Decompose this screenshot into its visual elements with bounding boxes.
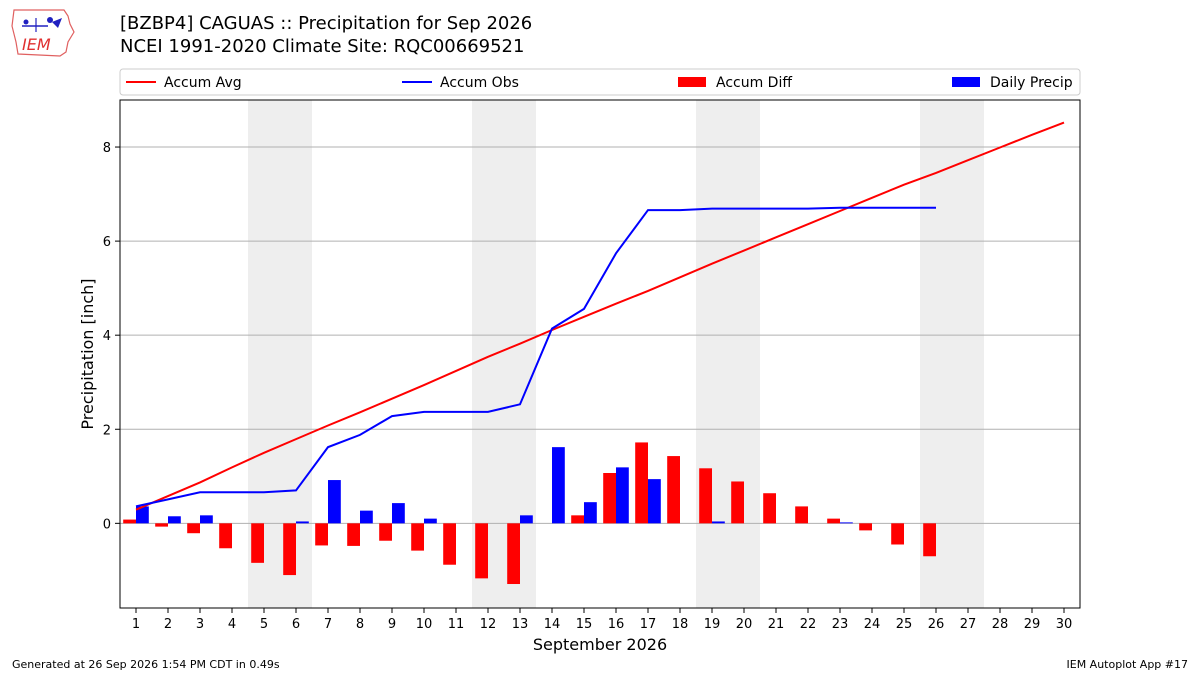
daily-precip-bar (168, 516, 181, 524)
accum-diff-bar (443, 523, 456, 565)
daily-precip-bar (712, 521, 725, 524)
x-tick-label: 14 (544, 617, 561, 632)
daily-precip-bar (616, 467, 629, 524)
daily-precip-bar (296, 521, 309, 524)
legend-swatch-4 (952, 77, 980, 87)
x-tick-label: 7 (324, 617, 332, 632)
x-tick-label: 10 (416, 617, 433, 632)
daily-precip-bar (584, 502, 597, 524)
y-tick-label: 6 (103, 235, 111, 250)
x-tick-label: 1 (132, 617, 140, 632)
x-tick-label: 19 (704, 617, 721, 632)
accum-diff-bar (603, 473, 616, 524)
y-tick-label: 4 (103, 329, 111, 344)
x-tick-label: 27 (960, 617, 977, 632)
x-tick-label: 29 (1024, 617, 1041, 632)
x-tick-label: 11 (448, 617, 465, 632)
x-tick-label: 18 (672, 617, 689, 632)
x-tick-label: 6 (292, 617, 300, 632)
accum-avg-line (135, 121, 1065, 511)
accum-diff-bar (379, 523, 392, 541)
generated-timestamp: Generated at 26 Sep 2026 1:54 PM CDT in … (12, 658, 280, 671)
accum-diff-bar (155, 523, 168, 527)
accum-obs-line (135, 206, 936, 508)
accum-diff-bar (827, 518, 840, 524)
x-tick-label: 3 (196, 617, 204, 632)
x-tick-label: 28 (992, 617, 1009, 632)
x-tick-label: 13 (512, 617, 529, 632)
daily-precip-bar (552, 447, 565, 524)
plot-frame (119, 99, 1081, 609)
accum-diff-bar (315, 523, 328, 546)
y-tick-label: 0 (103, 517, 111, 532)
iem-logo: IEM (8, 6, 80, 58)
x-tick-label: 9 (388, 617, 396, 632)
x-tick-label: 25 (896, 617, 913, 632)
x-tick-label: 24 (864, 617, 881, 632)
accum-diff-bar (891, 523, 904, 545)
title-line-2: NCEI 1991-2020 Climate Site: RQC00669521 (120, 36, 525, 57)
chart-title: [BZBP4] CAGUAS :: Precipitation for Sep … (120, 12, 532, 58)
accum-diff-bar (123, 519, 136, 524)
daily-precip-bar (328, 480, 341, 524)
accum-diff-bar (859, 523, 872, 531)
accum-diff-bar (635, 442, 648, 524)
x-tick-label: 22 (800, 617, 817, 632)
title-line-1: [BZBP4] CAGUAS :: Precipitation for Sep … (120, 13, 533, 34)
legend-label-4: Daily Precip (990, 75, 1073, 91)
legend-box (119, 68, 1081, 96)
x-tick-label: 16 (608, 617, 625, 632)
x-tick-label: 21 (768, 617, 785, 632)
daily-precip-bar (424, 518, 437, 524)
y-tick-label: 2 (103, 423, 111, 438)
daily-precip-bar (520, 515, 533, 524)
accum-diff-bar (507, 523, 520, 585)
x-tick-label: 5 (260, 617, 268, 632)
legend-label-3: Accum Diff (716, 75, 792, 91)
svg-text:IEM: IEM (22, 35, 51, 54)
legend-label-1: Accum Avg (164, 75, 242, 91)
x-tick-label: 2 (164, 617, 172, 632)
x-tick-label: 26 (928, 617, 945, 632)
y-axis-label: Precipitation [inch] (78, 278, 97, 429)
daily-precip-bar (392, 503, 405, 524)
x-tick-label: 8 (356, 617, 364, 632)
accum-diff-bar (347, 523, 360, 546)
legend-label-2: Accum Obs (440, 75, 519, 91)
accum-diff-bar (251, 523, 264, 563)
x-tick-label: 4 (228, 617, 236, 632)
accum-diff-bar (795, 506, 808, 524)
accum-diff-bar (571, 515, 584, 524)
daily-precip-bar (136, 506, 149, 524)
accum-diff-bar (731, 481, 744, 524)
accum-diff-bar (475, 523, 488, 579)
daily-precip-bar (200, 515, 213, 524)
accum-diff-bar (187, 523, 200, 534)
y-tick-label: 8 (103, 141, 111, 156)
x-tick-label: 20 (736, 617, 753, 632)
iem-logo-icon: IEM (11, 9, 75, 57)
x-tick-label: 17 (640, 617, 657, 632)
accum-diff-bar (283, 523, 296, 576)
accum-diff-bar (219, 523, 232, 549)
legend-swatch-3 (678, 77, 706, 87)
weekend-shade-3 (696, 100, 760, 608)
accum-diff-bar (667, 456, 680, 524)
app-credit: IEM Autoplot App #17 (1066, 658, 1189, 671)
x-axis-label: September 2026 (533, 635, 667, 654)
x-tick-label: 15 (576, 617, 593, 632)
daily-precip-bar (840, 522, 853, 524)
x-tick-label: 30 (1056, 617, 1073, 632)
accum-diff-bar (923, 523, 936, 557)
daily-precip-bar (360, 510, 373, 524)
accum-diff-bar (699, 468, 712, 524)
x-tick-label: 23 (832, 617, 849, 632)
accum-diff-bar (411, 523, 424, 551)
daily-precip-bar (648, 479, 661, 524)
x-tick-label: 12 (480, 617, 497, 632)
accum-diff-bar (763, 493, 776, 524)
